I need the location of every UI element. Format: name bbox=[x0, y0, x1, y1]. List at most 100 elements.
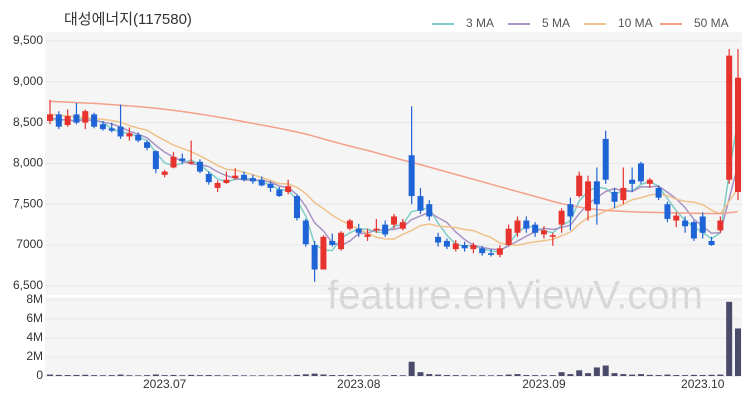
candle-body bbox=[382, 224, 389, 235]
volume-bar bbox=[311, 373, 318, 376]
candle-body bbox=[620, 187, 627, 201]
volume-bar bbox=[285, 375, 292, 376]
volume-bar bbox=[144, 375, 151, 376]
volume-bar bbox=[699, 375, 706, 376]
y-tick-label: 7000 bbox=[16, 237, 43, 251]
legend-label: 3 MA bbox=[466, 16, 494, 30]
legend-label: 50 MA bbox=[694, 16, 729, 30]
volume-bar bbox=[205, 375, 212, 376]
candle-body bbox=[338, 232, 345, 250]
candle-body bbox=[302, 220, 309, 245]
candle-body bbox=[708, 240, 715, 246]
candle-body bbox=[717, 220, 724, 231]
volume-bar bbox=[664, 374, 671, 376]
watermark: feature.enViewV.com bbox=[327, 274, 703, 318]
volume-bar bbox=[55, 374, 62, 376]
candle-body bbox=[170, 156, 177, 168]
candle-body bbox=[355, 228, 362, 233]
volume-bar bbox=[135, 375, 142, 376]
candle-body bbox=[540, 230, 547, 235]
volume-bar bbox=[461, 375, 468, 376]
candle-body bbox=[373, 228, 380, 231]
y-tick-label: 9,000 bbox=[13, 74, 43, 88]
candle-body bbox=[91, 114, 98, 127]
volume-bar bbox=[249, 375, 256, 376]
candle-body bbox=[399, 222, 406, 229]
volume-bar bbox=[532, 375, 539, 376]
volume-bar bbox=[558, 372, 565, 376]
candle-body bbox=[602, 138, 609, 180]
volume-bar bbox=[293, 374, 300, 376]
candle-body bbox=[496, 248, 503, 255]
candle-body bbox=[523, 220, 530, 229]
candle-body bbox=[320, 236, 327, 270]
candle-body bbox=[64, 116, 71, 126]
candle-body bbox=[690, 222, 697, 239]
candle-body bbox=[655, 187, 662, 198]
volume-bar bbox=[726, 301, 733, 376]
candle-body bbox=[443, 240, 450, 247]
volume-bar bbox=[161, 375, 168, 376]
candle-body bbox=[293, 196, 300, 219]
candle-body bbox=[682, 220, 689, 227]
candle-body bbox=[417, 196, 424, 211]
volume-bar bbox=[655, 375, 662, 376]
candle-body bbox=[267, 183, 274, 188]
volume-bar bbox=[576, 370, 583, 376]
volume-bar bbox=[690, 374, 697, 376]
volume-bar bbox=[117, 374, 124, 376]
candle-body bbox=[196, 161, 203, 172]
x-tick-label: 2023.10 bbox=[681, 377, 725, 391]
candle-body bbox=[144, 142, 151, 148]
volume-bar bbox=[435, 374, 442, 376]
volume-bar bbox=[514, 374, 521, 376]
candle-body bbox=[435, 236, 442, 243]
volume-bar bbox=[717, 374, 724, 376]
candle-body bbox=[205, 174, 212, 183]
candle-body bbox=[47, 114, 53, 121]
candle-body bbox=[108, 128, 115, 131]
y-tick-label: 8,000 bbox=[13, 156, 43, 170]
y-tick-label: 2M bbox=[26, 349, 43, 363]
candle-body bbox=[664, 204, 671, 219]
candle-body bbox=[532, 224, 539, 233]
volume-bar bbox=[382, 375, 389, 376]
volume-bar bbox=[320, 374, 327, 376]
candle-body bbox=[593, 181, 600, 205]
volume-bar bbox=[567, 374, 574, 376]
volume-bar bbox=[82, 374, 89, 376]
volume-bar bbox=[452, 375, 459, 376]
candle-body bbox=[214, 182, 221, 188]
candle-body bbox=[232, 175, 239, 179]
candle-body bbox=[673, 215, 680, 221]
y-tick-label: 9,500 bbox=[13, 33, 43, 47]
volume-bar bbox=[408, 361, 415, 376]
candle-body bbox=[488, 253, 495, 255]
volume-bar bbox=[364, 375, 371, 376]
y-tick-label: 6M bbox=[26, 311, 43, 325]
candle-body bbox=[126, 133, 133, 137]
candle-body bbox=[82, 111, 89, 123]
candle-body bbox=[152, 151, 159, 170]
y-tick-label: 6,500 bbox=[13, 278, 43, 292]
candle-body bbox=[258, 179, 265, 186]
candle-body bbox=[646, 179, 653, 184]
volume-bar bbox=[170, 374, 177, 376]
volume-bar bbox=[73, 374, 80, 376]
candle-body bbox=[452, 243, 459, 250]
candle-body bbox=[179, 158, 186, 161]
candle-body bbox=[161, 171, 168, 175]
candle-body bbox=[549, 235, 556, 237]
candle-body bbox=[285, 186, 292, 192]
candle-body bbox=[241, 174, 248, 180]
volume-bar bbox=[443, 375, 450, 376]
volume-bar bbox=[496, 375, 503, 376]
volume-bar bbox=[585, 373, 592, 376]
y-tick-label: 4M bbox=[26, 330, 43, 344]
volume-bar bbox=[611, 373, 618, 376]
volume-bar bbox=[373, 375, 380, 376]
candle-body bbox=[576, 175, 583, 197]
volume-bar bbox=[346, 374, 353, 376]
candle-body bbox=[276, 189, 283, 197]
